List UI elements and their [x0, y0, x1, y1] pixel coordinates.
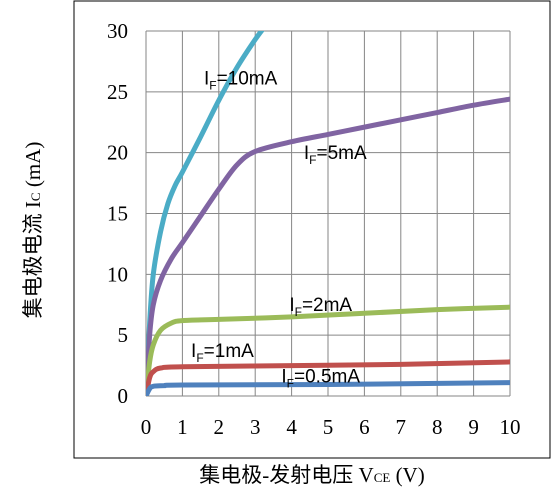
- x-tick-labels: 0 1 2 3 4 5 6 7 8 9 10: [141, 415, 521, 439]
- y-axis-title: 集电极电流 IC (mA): [21, 142, 45, 319]
- series-label-2mA: IF=2mA: [289, 295, 352, 319]
- series-label-1mA: IF=1mA: [191, 341, 254, 365]
- series-line-0.5mA: [146, 380, 510, 396]
- x-tick-label: 5: [323, 415, 334, 439]
- x-tick-label: 7: [396, 415, 407, 439]
- series-line-1mA: [146, 359, 510, 396]
- y-tick-label: 30: [107, 19, 128, 43]
- y-tick-labels: 0 5 10 15 20 25 30: [107, 19, 128, 408]
- x-tick-label: 3: [250, 415, 261, 439]
- series-label-0.5mA: IF=0.5mA: [281, 367, 360, 391]
- x-axis-title: 集电极-发射电压 VCE (V): [199, 463, 424, 487]
- series-line-5mA: [146, 96, 510, 396]
- x-tick-label: 6: [359, 415, 370, 439]
- chart-frame: [73, 0, 551, 459]
- y-tick-label: 20: [107, 141, 128, 165]
- series-line-2mA: [146, 304, 510, 396]
- x-tick-label: 9: [468, 415, 479, 439]
- x-tick-label: 8: [432, 415, 443, 439]
- x-tick-label: 4: [286, 415, 297, 439]
- series-label-10mA: IF=10mA: [204, 69, 278, 93]
- series-labels: IF=10mA IF=5mA IF=2mA IF=1mA IF=0.5mA: [191, 69, 367, 391]
- x-tick-label: 1: [177, 415, 188, 439]
- y-tick-label: 15: [107, 202, 128, 226]
- y-tick-label: 25: [107, 80, 128, 104]
- series-label-5mA: IF=5mA: [304, 143, 367, 167]
- x-tick-label: 2: [214, 415, 225, 439]
- grid: [145, 30, 511, 397]
- y-tick-label: 5: [118, 323, 129, 347]
- y-tick-label: 0: [118, 384, 129, 408]
- series-lines: [146, 31, 510, 396]
- x-tick-label: 10: [500, 415, 521, 439]
- y-tick-label: 10: [107, 262, 128, 286]
- series-line-10mA: [146, 31, 265, 396]
- x-tick-label: 0: [141, 415, 152, 439]
